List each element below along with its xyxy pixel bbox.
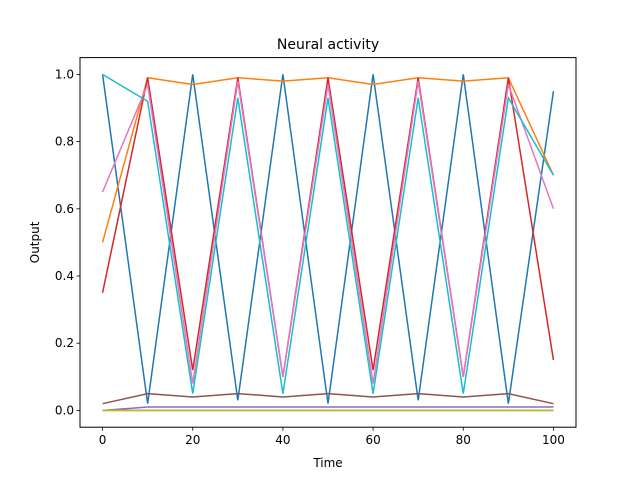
series-line-9: [102, 73, 555, 394]
x-axis-label: Time: [312, 456, 342, 470]
y-axis-label: Output: [28, 221, 42, 263]
x-tick-label: 40: [275, 433, 290, 447]
x-tick-label: 60: [365, 433, 380, 447]
y-tick-label: 0.8: [55, 135, 74, 149]
y-axis-ticks: 0.0 0.2 0.4 0.6 0.8 1.0: [55, 67, 80, 417]
y-tick-label: 0.4: [55, 269, 74, 283]
axes-frame: [79, 57, 577, 428]
x-tick-label: 80: [456, 433, 471, 447]
y-tick-label: 1.0: [55, 67, 74, 81]
plot-area: [101, 73, 555, 412]
series-line-6: [101, 81, 555, 384]
y-tick-label: 0.0: [55, 403, 74, 417]
series-line-0: [101, 74, 555, 404]
x-tick-label: 100: [542, 433, 565, 447]
x-tick-label: 0: [99, 433, 107, 447]
x-tick-label: 20: [185, 433, 200, 447]
series-line-4: [102, 406, 554, 412]
series-line-5: [102, 392, 554, 405]
y-tick-label: 0.6: [55, 202, 74, 216]
chart-title: Neural activity: [277, 37, 379, 53]
y-tick-label: 0.2: [55, 336, 74, 350]
x-axis-ticks: 0 20 40 60 80 100: [99, 427, 565, 447]
